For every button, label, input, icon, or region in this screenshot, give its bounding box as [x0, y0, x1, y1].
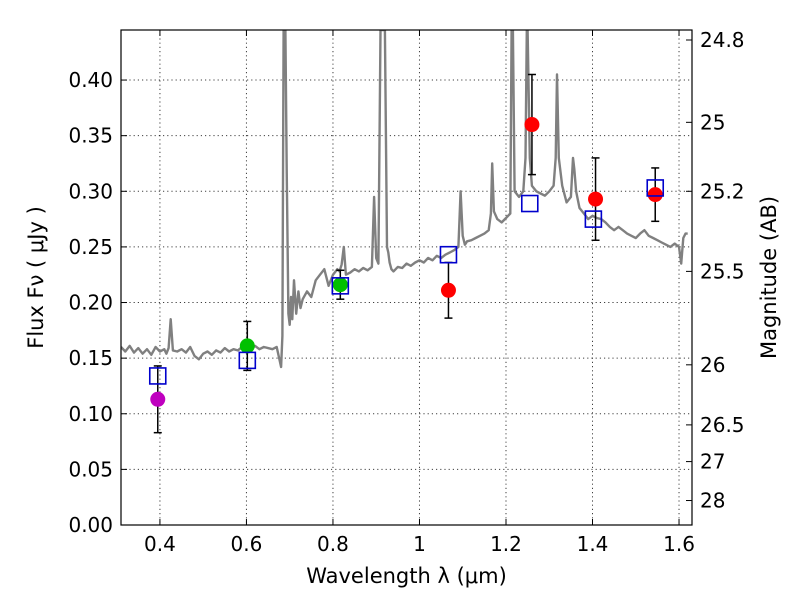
y-tick-label: 0.25 — [68, 235, 113, 259]
model-flux-square — [584, 210, 603, 228]
right-tick-label: 26.5 — [700, 413, 745, 437]
x-tick-label: 1.6 — [663, 532, 695, 556]
x-tick-label: 0.8 — [317, 532, 349, 556]
x-tick-label: 1.2 — [490, 532, 522, 556]
y-tick-label: 0.00 — [68, 513, 113, 537]
y-tick-label: 0.15 — [68, 346, 113, 370]
errorbar-layer — [153, 73, 660, 434]
model-flux-square — [238, 351, 257, 370]
x-axis-label: Wavelength λ (μm) — [306, 564, 507, 588]
observed-flux-point — [332, 277, 348, 293]
y-tick-label: 0.10 — [68, 402, 113, 426]
y-tick-label: 0.40 — [68, 68, 113, 92]
model-flux-square — [646, 179, 665, 197]
observed-flux-point — [150, 391, 166, 407]
plot-frame — [120, 29, 693, 526]
observed-flux-point — [440, 282, 456, 298]
model-flux-square — [520, 194, 539, 213]
x-tick-label: 0.6 — [231, 532, 263, 556]
right-tick-label: 27 — [700, 450, 725, 474]
right-tick-label: 26 — [700, 353, 725, 377]
observed-flux-point — [588, 191, 604, 207]
model-flux-square — [148, 367, 167, 385]
model-flux-square — [331, 277, 350, 295]
model-spectrum-line — [121, 30, 688, 369]
right-tick-label: 25.2 — [700, 179, 745, 203]
y-tick-label: 0.05 — [68, 457, 113, 481]
observed-flux-point — [647, 187, 663, 203]
model-flux-square — [439, 245, 458, 264]
x-tick-label: 1 — [413, 532, 426, 556]
x-tick-label: 0.4 — [144, 532, 176, 556]
y-tick-label: 0.20 — [68, 291, 113, 315]
y-axis-label: Flux Fν ( μJy ) — [24, 206, 48, 349]
right-tick-label: 24.8 — [700, 28, 745, 52]
y-tick-label: 0.35 — [68, 124, 113, 148]
observed-flux-point — [524, 117, 540, 133]
model-spectrum-layer — [121, 30, 688, 369]
right-tick-label: 28 — [700, 489, 725, 513]
x-tick-label: 1.4 — [577, 532, 609, 556]
marker-layer — [148, 117, 665, 407]
right-axis-label: Magnitude (AB) — [757, 196, 781, 359]
right-tick-label: 25 — [700, 110, 725, 134]
observed-flux-point — [239, 338, 255, 354]
y-tick-label: 0.30 — [68, 179, 113, 203]
grid — [121, 30, 692, 526]
right-tick-label: 25.5 — [700, 259, 745, 283]
tick-layer: 0.4 0.6 0.8 1 1.2 1.4 1.6 0.00 0.05 0.10 0.15 0.20 0… — [68, 28, 744, 556]
